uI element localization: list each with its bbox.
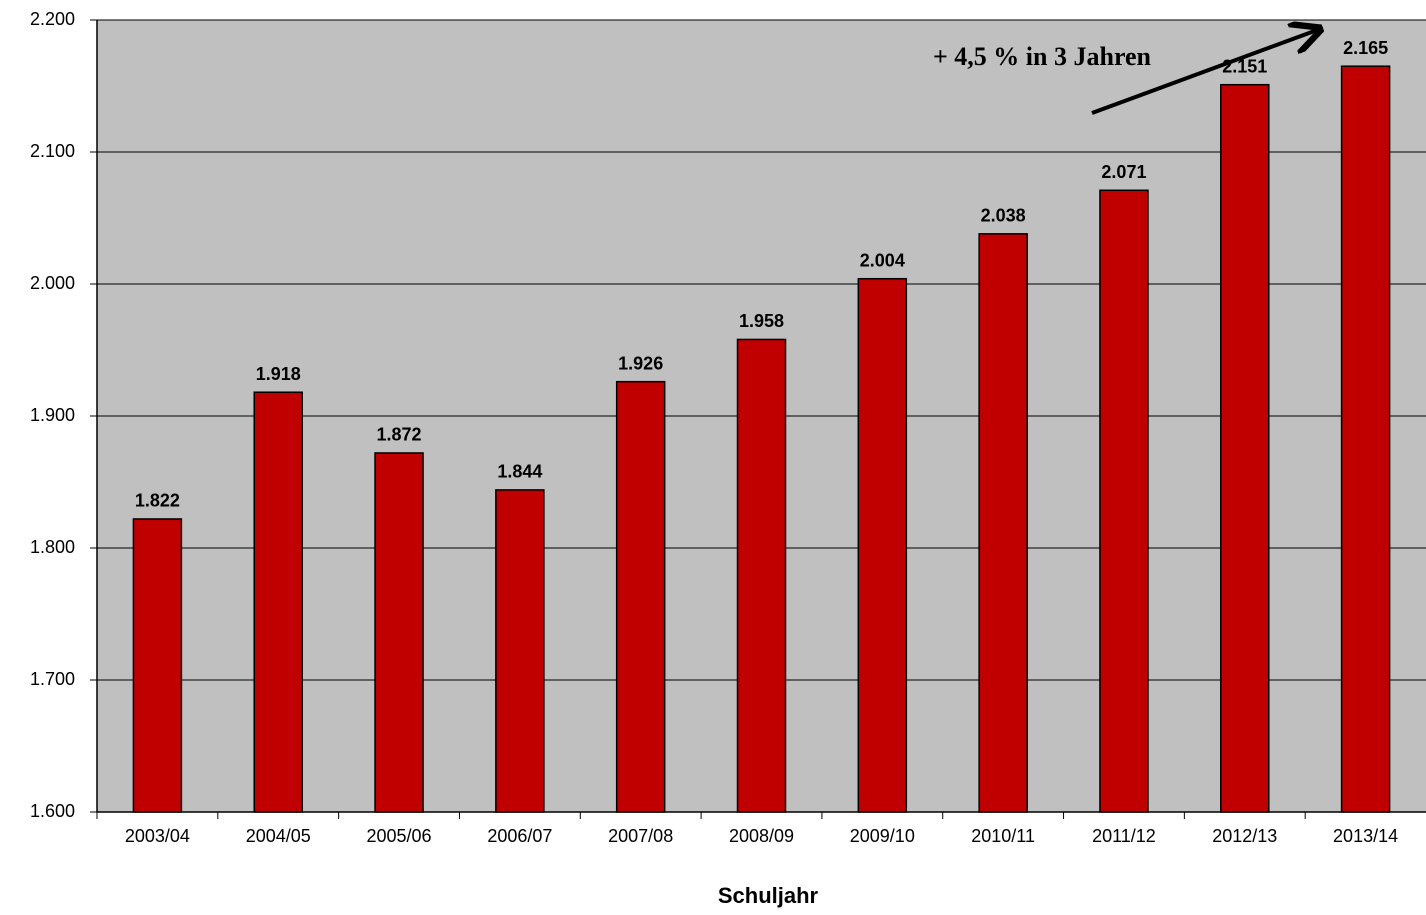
value-label: 1.872 — [377, 425, 422, 445]
bar — [615, 380, 666, 813]
bar — [978, 233, 1028, 813]
value-label: 2.004 — [860, 250, 905, 270]
x-tick-label: 2009/10 — [850, 826, 915, 846]
bar — [736, 338, 787, 813]
x-tick-label: 2012/13 — [1212, 826, 1277, 846]
y-tick-label: 1.700 — [30, 669, 75, 689]
value-label: 1.958 — [739, 311, 784, 331]
value-label: 2.151 — [1222, 56, 1267, 76]
y-tick-label: 2.100 — [30, 141, 75, 161]
bar — [253, 391, 303, 813]
y-tick-label: 1.900 — [30, 405, 75, 425]
x-tick-label: 2008/09 — [729, 826, 794, 846]
bar — [1340, 65, 1391, 813]
y-tick-label: 2.000 — [30, 273, 75, 293]
bar — [857, 277, 908, 813]
x-tick-label: 2006/07 — [487, 826, 552, 846]
value-label: 1.926 — [618, 353, 663, 373]
x-tick-label: 2007/08 — [608, 826, 673, 846]
x-tick-label: 2013/14 — [1333, 826, 1398, 846]
value-label: 1.918 — [256, 364, 301, 384]
bar — [1099, 189, 1149, 813]
x-axis-title: Schuljahr — [718, 883, 819, 908]
bar — [132, 518, 183, 813]
value-label: 2.038 — [981, 206, 1026, 226]
x-tick-label: 2003/04 — [125, 826, 190, 846]
y-tick-label: 2.200 — [30, 9, 75, 29]
x-tick-label: 2011/12 — [1092, 826, 1156, 846]
bar — [374, 452, 424, 813]
annotation: + 4,5 % in 3 Jahren — [933, 42, 1152, 71]
annotation-arrow — [1091, 29, 1320, 115]
bar — [1220, 83, 1270, 813]
x-tick-label: 2010/11 — [971, 826, 1035, 846]
value-label: 2.071 — [1101, 162, 1146, 182]
x-tick-label: 2005/06 — [367, 826, 432, 846]
bar — [495, 489, 545, 813]
value-label: 2.165 — [1343, 38, 1388, 58]
x-tick-label: 2004/05 — [246, 826, 311, 846]
value-label: 1.844 — [497, 462, 542, 482]
value-label: 1.822 — [135, 491, 180, 511]
y-tick-label: 1.600 — [30, 801, 75, 821]
y-tick-label: 1.800 — [30, 537, 75, 557]
